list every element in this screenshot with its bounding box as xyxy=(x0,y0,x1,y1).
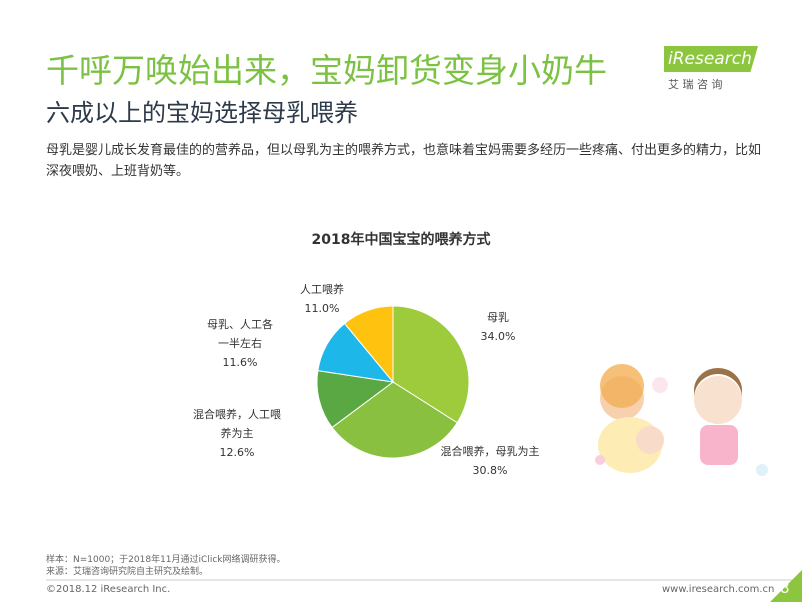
category-label: 混合喂养，人工喂养为主 xyxy=(193,408,281,440)
logo-cn: 艾 瑞 咨 询 xyxy=(668,78,723,91)
value-label: 30.8% xyxy=(472,464,508,477)
value-label: 11.6% xyxy=(222,356,258,369)
slice-label: 混合喂养，人工喂养为主 12.6% xyxy=(188,405,286,462)
slice-label: 人工喂养 11.0% xyxy=(282,280,362,318)
pie-slice xyxy=(331,381,458,459)
category-label: 人工喂养 xyxy=(300,283,344,296)
note: 来源：艾瑞咨询研究院自主研究及绘制。 xyxy=(46,567,209,577)
category-label: 混合喂养，母乳为主 xyxy=(440,445,540,458)
value-label: 12.6% xyxy=(219,446,255,459)
category-label: 母乳 xyxy=(487,311,509,324)
title: 千呼万唤始出来，宝妈卸货变身小奶牛 xyxy=(46,51,607,90)
body-text: 母乳是婴儿成长发育最佳的的营养品，但以母乳为主的喂养方式，也意味着宝妈需要多经历… xyxy=(46,143,762,179)
logo: iResearch xyxy=(664,46,758,72)
url: www.iresearch.com.cn xyxy=(662,584,775,595)
corner xyxy=(770,570,802,602)
value-label: 34.0% xyxy=(480,330,516,343)
slice-label: 混合喂养，母乳为主 30.8% xyxy=(430,442,550,480)
pie-slice xyxy=(343,305,394,384)
page-number: 8 xyxy=(780,579,790,597)
note: 样本：N=1000；于2018年11月通过iClick网络调研获得。 xyxy=(46,555,286,565)
notes: 样本：N=1000；于2018年11月通过iClick网络调研获得。 来源：艾瑞… xyxy=(46,554,285,578)
chart-title: 2018年中国宝宝的喂养方式 xyxy=(311,232,491,248)
category-label: 母乳、人工各一半左右 xyxy=(207,318,273,350)
slice-label: 母乳 34.0% xyxy=(470,308,526,346)
subtitle: 六成以上的宝妈选择母乳喂养 xyxy=(46,99,358,127)
illustration xyxy=(595,364,768,476)
pie-slice xyxy=(316,370,395,429)
value-label: 11.0% xyxy=(304,302,340,315)
copyright: ©2018.12 iResearch Inc. xyxy=(46,584,171,595)
slice-label: 母乳、人工各一半左右 11.6% xyxy=(202,315,278,372)
